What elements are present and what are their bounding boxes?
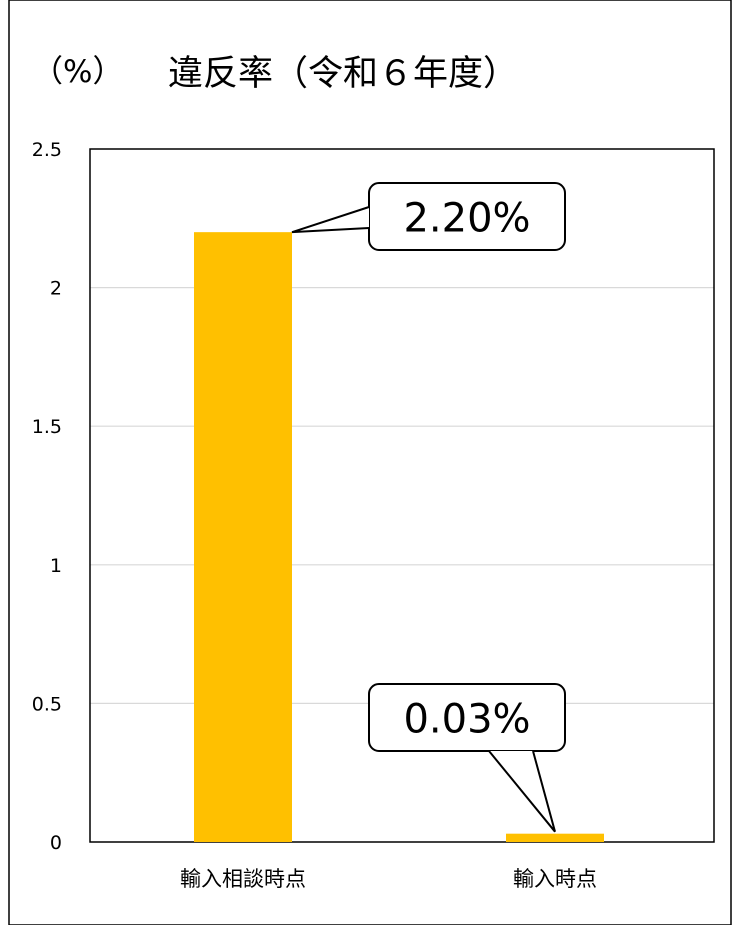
- x-tick-label: 輸入時点: [513, 867, 597, 891]
- plot-area-frame: [89, 148, 715, 843]
- data-label: 0.03%: [403, 697, 530, 743]
- y-tick-labels: 0 0.5 1 1.5 2 2.5: [32, 139, 62, 854]
- outer-border: [8, 0, 732, 925]
- data-label-callout: 0.03%: [368, 683, 566, 833]
- axes: [89, 148, 715, 843]
- bar-1: [194, 232, 292, 842]
- data-label-callout: 2.20%: [291, 182, 566, 251]
- y-unit-label: （%）: [32, 54, 123, 90]
- data-label: 2.20%: [403, 196, 530, 242]
- y-tick-label: 2: [50, 278, 62, 300]
- y-tick-label: 1.5: [32, 416, 62, 438]
- bars: [194, 232, 604, 842]
- y-tick-label: 0.5: [32, 693, 62, 715]
- y-tick-label: 1: [50, 555, 62, 577]
- callout-box: [368, 683, 566, 752]
- bar-2: [506, 833, 604, 842]
- y-tick-label: 2.5: [32, 139, 62, 161]
- callout-pointer-outline: [291, 206, 370, 234]
- chart-title: 違反率（令和６年度）: [168, 54, 518, 94]
- x-tick-labels: 輸入相談時点 輸入時点: [180, 867, 597, 891]
- data-labels: 2.20% 0.03%: [291, 182, 566, 833]
- callout-pointer-outline: [488, 750, 556, 833]
- y-tick-label: 0: [50, 832, 62, 854]
- x-tick-label: 輸入相談時点: [180, 867, 306, 891]
